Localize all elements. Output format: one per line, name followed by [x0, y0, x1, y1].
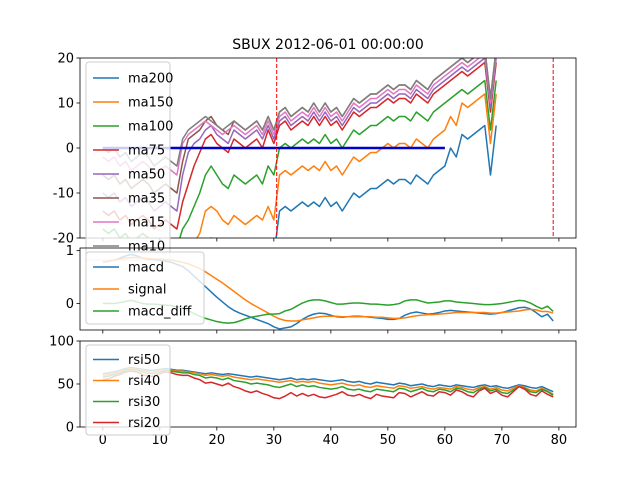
xtick-label: 10: [152, 433, 169, 448]
legend-box: [85, 344, 171, 436]
legend-label-rsi30: rsi30: [128, 395, 160, 410]
series-line-ma200: [209, 124, 497, 238]
xtick-label: 40: [323, 433, 340, 448]
legend-label-rsi40: rsi40: [128, 374, 160, 389]
legend-box: [85, 251, 205, 325]
xtick-label: 70: [494, 433, 511, 448]
series-line-ma100: [102, 79, 497, 238]
ytick-label: 10: [57, 97, 74, 112]
panel-top: -20-1001020ma200ma150ma100ma75ma50ma35ma…: [53, 52, 577, 261]
series-line-rsi20: [102, 370, 554, 400]
series-line-rsi50: [102, 366, 554, 393]
chart-title: SBUX 2012-06-01 00:00:00: [232, 37, 423, 53]
legend-label-ma100: ma100: [128, 120, 173, 135]
series-line-rsi40: [102, 367, 554, 395]
panel-middle: 0 1 macd signal macd_diff: [66, 244, 577, 334]
legend-label-ma15: ma15: [128, 216, 165, 231]
ytick-label: 50: [57, 378, 74, 393]
legend-label-macd_diff: macd_diff: [128, 305, 192, 320]
ytick-label: 0: [66, 297, 74, 312]
series-line-ma150: [195, 93, 497, 238]
legend-label-ma50: ma50: [128, 168, 165, 183]
legend-label-ma10: ma10: [128, 240, 165, 255]
xtick-label: 20: [209, 433, 226, 448]
legend-bottom: rsi50 rsi40 rsi30 rsi20: [85, 344, 171, 436]
legend-label-signal: signal: [128, 283, 166, 298]
axes-frame-middle: [79, 247, 577, 331]
xtick-label: 80: [551, 433, 568, 448]
legend-label-rsi50: rsi50: [128, 353, 160, 368]
ytick-label: 20: [57, 52, 74, 67]
panels: -20-1001020ma200ma150ma100ma75ma50ma35ma…: [49, 52, 577, 448]
legend-label-macd: macd: [128, 261, 164, 276]
legend-label-ma35: ma35: [128, 192, 165, 207]
ytick-label: -20: [53, 232, 74, 247]
plot-area-bottom: [102, 366, 554, 400]
xtick-label: 60: [437, 433, 454, 448]
series-line-rsi30: [102, 368, 554, 396]
legend-label-ma200: ma200: [128, 72, 173, 87]
ytick-label: 1: [66, 244, 74, 259]
legend-middle: macd signal macd_diff: [85, 251, 205, 325]
xtick-label: 0: [99, 433, 107, 448]
ytick-label: -10: [53, 187, 74, 202]
xtick-label: 50: [380, 433, 397, 448]
legend-top: ma200 ma150 ma100 ma75 ma50 ma35 ma15 ma10: [85, 61, 173, 261]
legend-label-ma75: ma75: [128, 144, 165, 159]
legend-label-rsi20: rsi20: [128, 416, 160, 431]
ytick-label: 0: [66, 421, 74, 436]
ytick-label: 100: [49, 335, 74, 350]
xtick-label: 30: [266, 433, 283, 448]
legend-label-ma150: ma150: [128, 96, 173, 111]
ytick-label: 0: [66, 142, 74, 157]
